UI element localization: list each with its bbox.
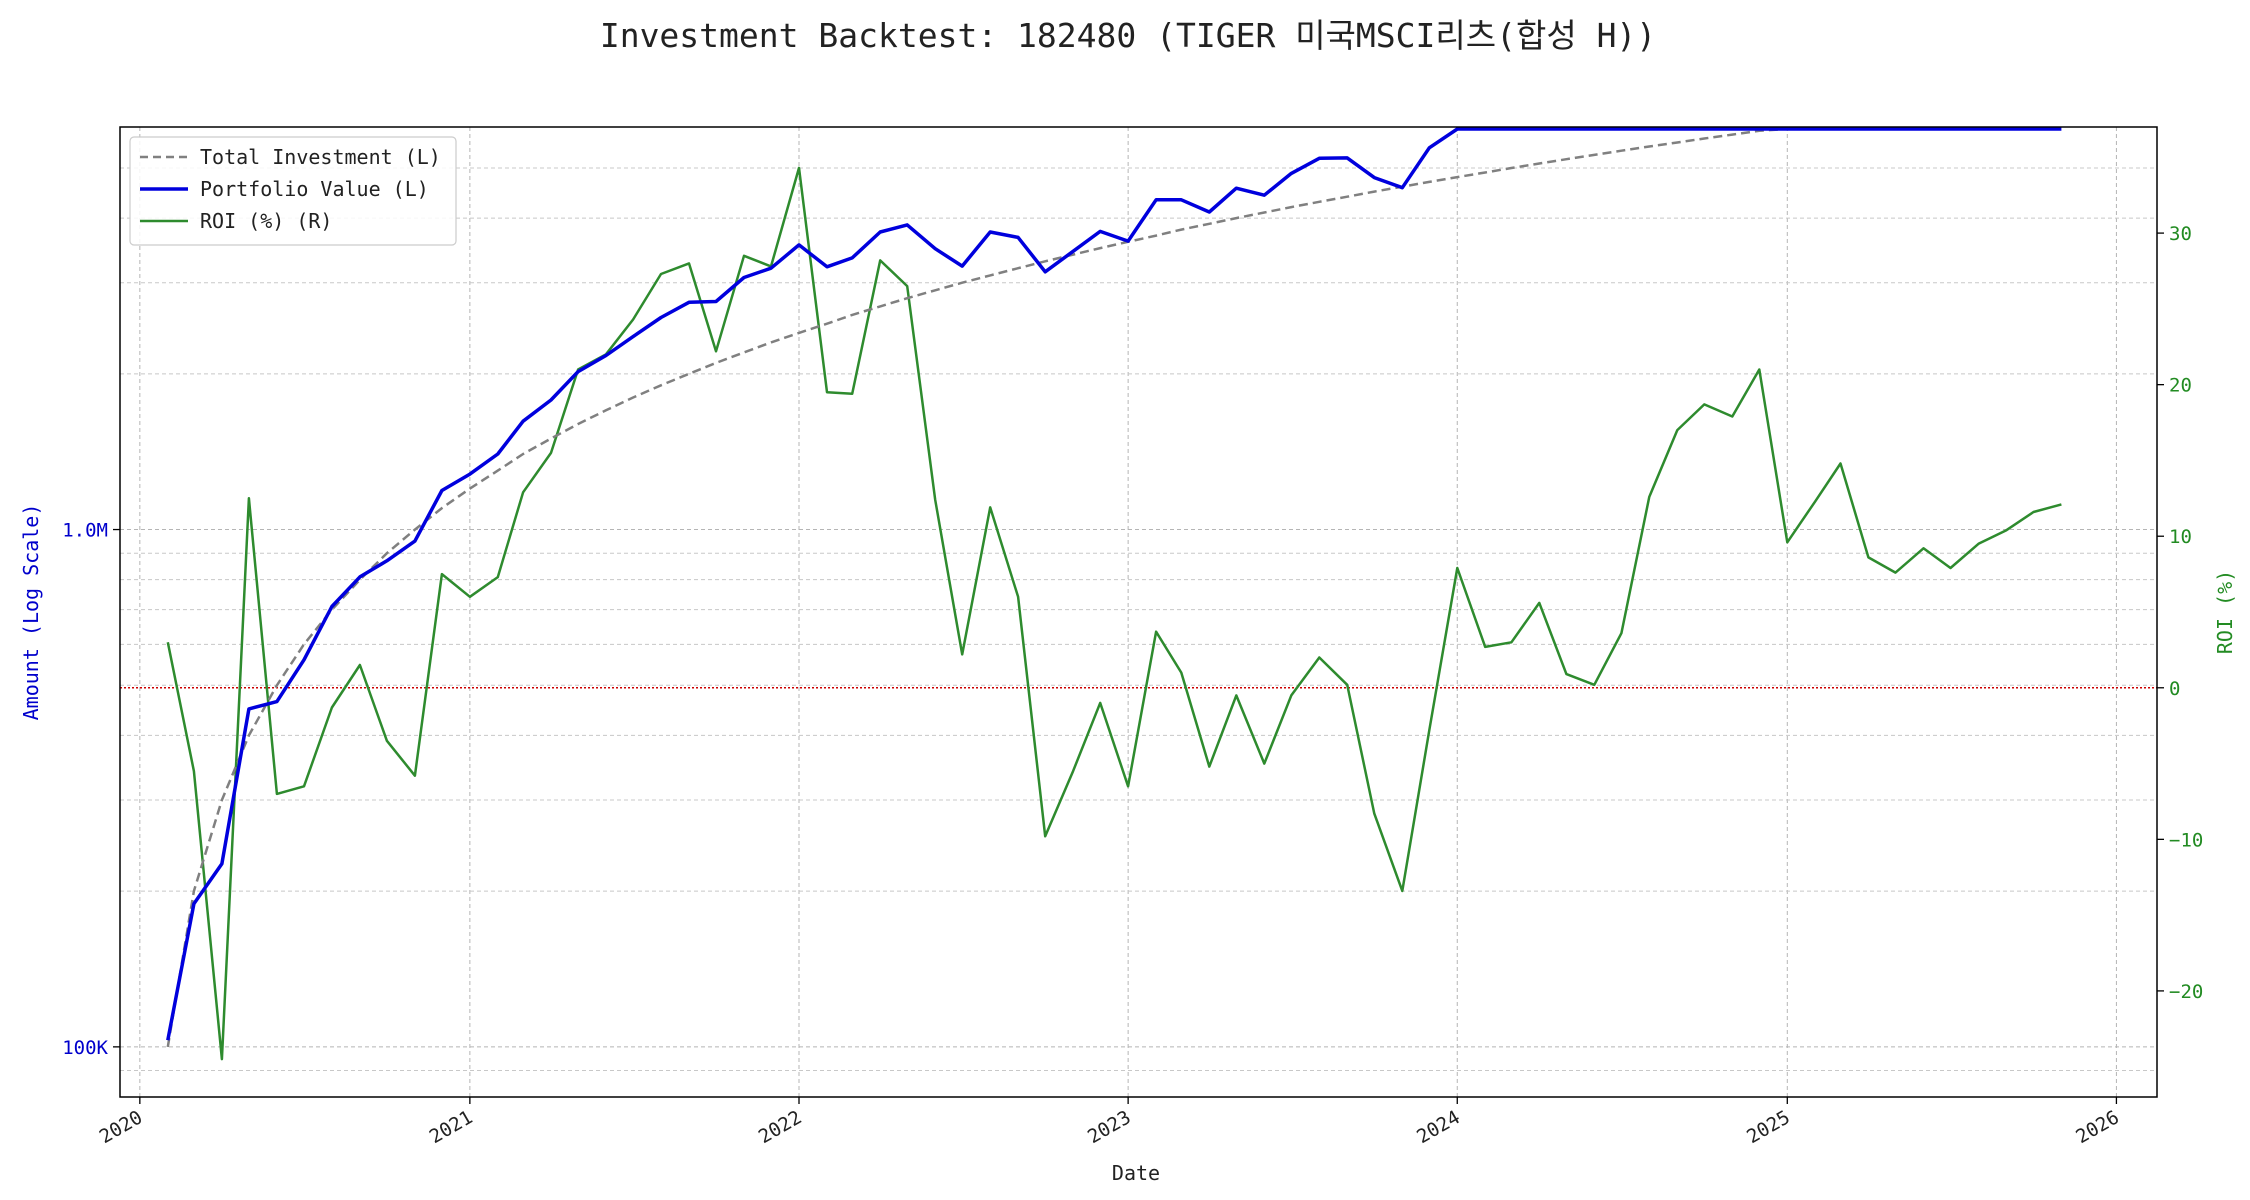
x-tick-label: 2022 [755, 1106, 806, 1148]
left-axis-label: Amount (Log Scale) [19, 504, 43, 721]
x-axis-ticks: 2020 2021 2022 2023 2024 2025 2026 [96, 1097, 2123, 1148]
legend-label: Total Investment (L) [200, 145, 441, 169]
x-tick-label: 2025 [1743, 1106, 1794, 1148]
x-tick-label: 2020 [96, 1106, 147, 1148]
left-axis-ticks: 100K 1.0M [62, 520, 120, 1059]
right-tick-label: 0 [2169, 678, 2180, 700]
x-tick-label: 2021 [426, 1106, 477, 1148]
x-axis-label: Date [1112, 1161, 1160, 1185]
legend: Total Investment (L) Portfolio Value (L) R… [129, 136, 457, 246]
x-tick-label: 2024 [1413, 1106, 1464, 1148]
grid [120, 126, 2157, 1098]
portfolio-value-line [166, 127, 2062, 1041]
total-investment-line [166, 127, 2062, 1048]
right-axis-ticks: −20 −10 0 10 20 30 [2157, 223, 2203, 1003]
left-tick-label: 100K [62, 1037, 108, 1059]
plot-frame [119, 126, 2158, 1098]
x-tick-label: 2023 [1084, 1106, 1135, 1148]
right-tick-label: 20 [2169, 375, 2192, 397]
legend-box [129, 136, 457, 246]
right-tick-label: −20 [2169, 981, 2203, 1003]
right-tick-label: 30 [2169, 223, 2192, 245]
roi-line [166, 166, 2062, 1061]
chart-title: Investment Backtest: 182480 (TIGER 미국MSC… [600, 16, 1656, 55]
left-tick-label: 1.0M [62, 520, 108, 542]
series-layer [166, 127, 2062, 1061]
legend-label: ROI (%) (R) [200, 209, 332, 233]
right-tick-label: 10 [2169, 526, 2192, 548]
x-tick-label: 2026 [2072, 1106, 2123, 1148]
right-axis-label: ROI (%) [2213, 570, 2237, 654]
right-tick-label: −10 [2169, 829, 2203, 851]
legend-label: Portfolio Value (L) [200, 177, 429, 201]
